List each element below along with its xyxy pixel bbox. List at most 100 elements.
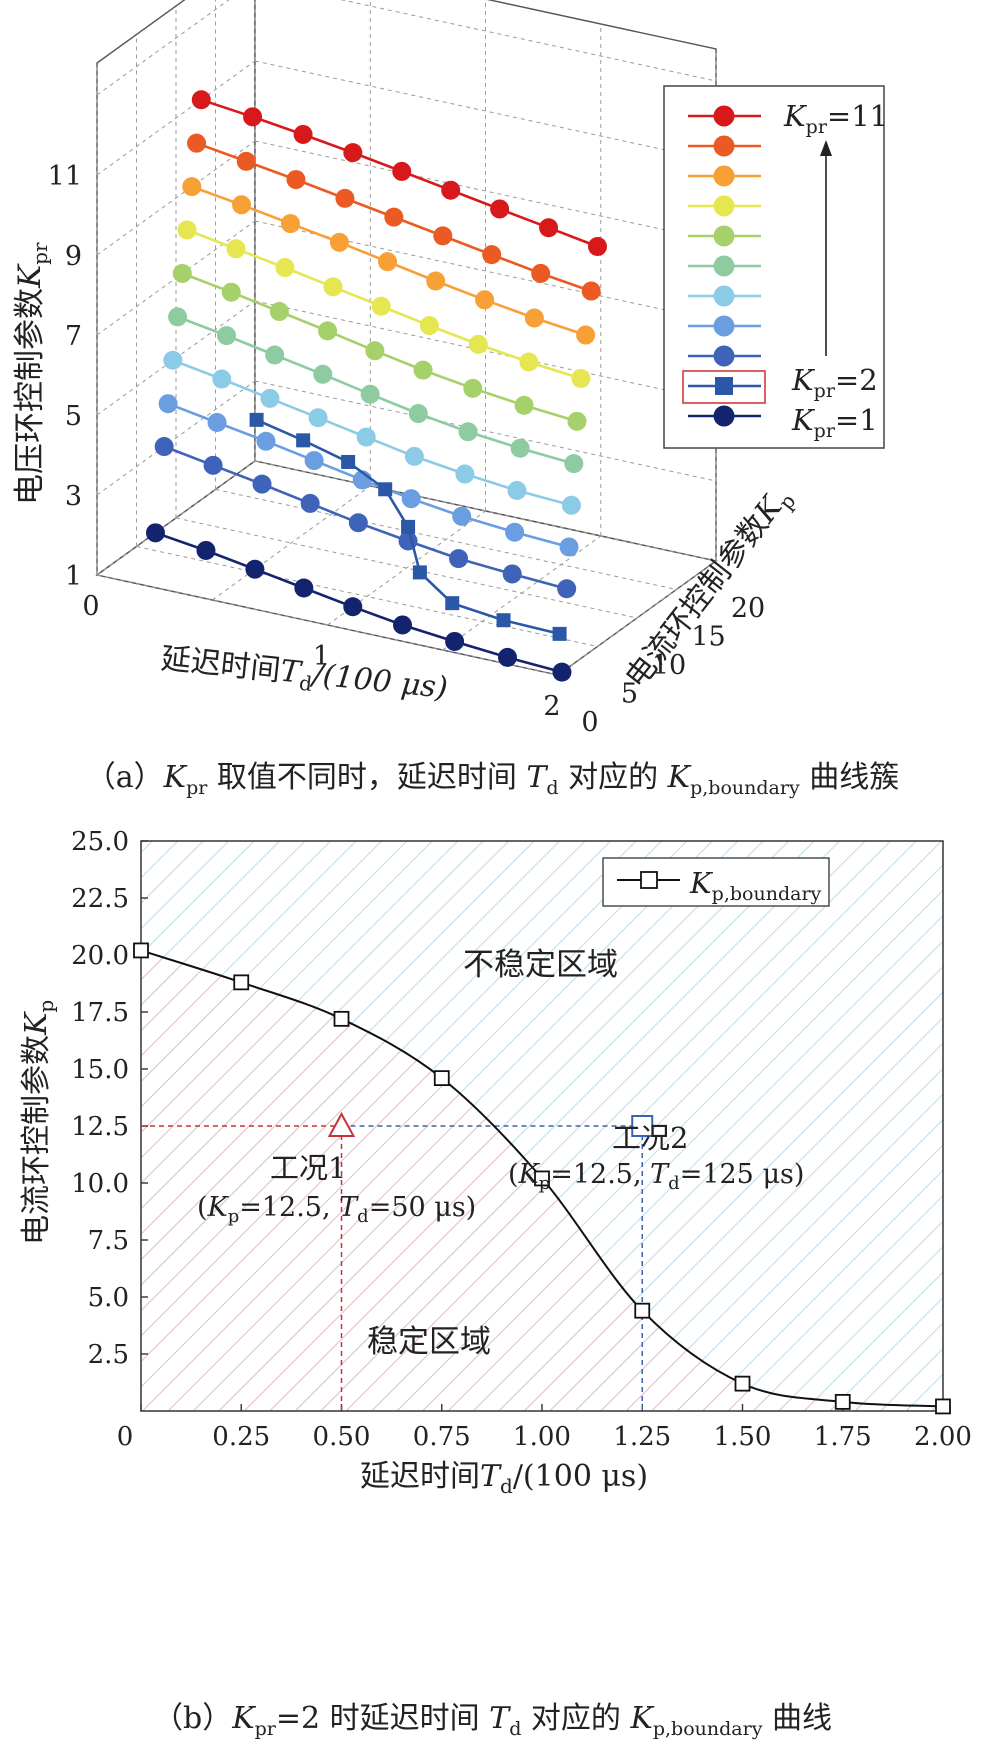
chart-a-legend-item-kpr-10 bbox=[688, 135, 761, 157]
chart-a-point-circle bbox=[482, 245, 502, 265]
chart-a-point-circle bbox=[468, 334, 488, 354]
chart-a-z-axis-label: 电压环控制参数Kpr bbox=[12, 242, 52, 505]
chart-a-point-circle bbox=[413, 360, 433, 380]
chart-a-legend-marker bbox=[713, 345, 735, 367]
chart-a-z-tick-label: 1 bbox=[65, 561, 82, 592]
chart-a-point-circle bbox=[564, 454, 584, 474]
chart-a-point-circle bbox=[559, 537, 579, 557]
chart-a-point-circle bbox=[217, 326, 237, 346]
chart-a-z-tick-label: 9 bbox=[65, 241, 82, 272]
chart-b-legend: Kp,boundary bbox=[602, 857, 830, 907]
chart-a-legend-marker bbox=[713, 105, 735, 127]
chart-a-series-kpr-6 bbox=[168, 307, 584, 474]
case-1-label: 工况1 bbox=[270, 1151, 346, 1185]
chart-a-point-circle bbox=[343, 143, 363, 163]
chart-a-legend-marker bbox=[713, 225, 735, 247]
chart-a-legend-item-kpr-4 bbox=[688, 315, 761, 337]
chart-a-y-tick-label: 20 bbox=[731, 593, 765, 624]
chart-a-z-tick-label: 11 bbox=[48, 161, 82, 192]
chart-b-y-tick-label: 2.5 bbox=[88, 1340, 129, 1370]
chart-b-y-tick-label: 25.0 bbox=[71, 827, 129, 857]
chart-a-point-circle bbox=[207, 412, 227, 432]
chart-a-legend-marker bbox=[713, 165, 735, 187]
chart-a-y-tick-label: 0 bbox=[581, 707, 598, 738]
chart-a-point-circle bbox=[378, 252, 398, 272]
chart-a-point-circle bbox=[519, 352, 539, 372]
chart-a-point-circle bbox=[588, 237, 607, 256]
chart-a-x-tick-label: 0 bbox=[82, 591, 99, 622]
chart-a-legend-marker bbox=[715, 377, 733, 395]
chart-b-legend-label: Kp,boundary bbox=[689, 866, 822, 905]
chart-a-point-square bbox=[401, 519, 416, 534]
chart-a-y-tick-label: 5 bbox=[621, 679, 638, 710]
caption-a: （a）Kpr 取值不同时，延迟时间 Td 对应的 Kp,boundary 曲线簇 bbox=[85, 760, 900, 799]
chart-b-unstable-label: 不稳定区域 bbox=[463, 947, 618, 983]
case-2-square-marker bbox=[631, 1115, 654, 1137]
chart-a-point-circle bbox=[226, 239, 246, 259]
chart-b-x-tick-label: 2.00 bbox=[914, 1422, 972, 1452]
chart-b-y-tick-label: 5.0 bbox=[88, 1283, 129, 1313]
chart-a-point-circle bbox=[329, 232, 349, 252]
chart-a-point-circle bbox=[571, 368, 591, 388]
chart-a-point-circle bbox=[236, 151, 256, 171]
chart-a-point-circle bbox=[581, 281, 601, 301]
chart-a-legend-kpr1-label: Kpr=1 bbox=[791, 403, 878, 442]
case-2-label: 工况2 bbox=[612, 1121, 688, 1155]
chart-a-point-circle bbox=[203, 455, 223, 475]
chart-a-point-circle bbox=[182, 177, 202, 197]
chart-a-point-circle bbox=[360, 384, 380, 404]
chart-a-point-circle bbox=[348, 513, 368, 533]
chart-a-point-circle bbox=[265, 345, 285, 365]
chart-a-point-circle bbox=[505, 522, 525, 542]
chart-a-legend-top-label: Kpr=11 bbox=[783, 99, 888, 138]
chart-b-point-square bbox=[634, 1302, 651, 1319]
chart-a-point-circle bbox=[286, 170, 306, 190]
chart-a-point-circle bbox=[187, 133, 207, 153]
case-1-detail: (Kp=12.5, Td=50 μs) bbox=[197, 1192, 476, 1227]
chart-a-point-circle bbox=[393, 615, 413, 635]
chart-a-point-circle bbox=[392, 161, 412, 181]
chart-a-point-circle bbox=[163, 350, 183, 370]
chart-b-cases bbox=[327, 1111, 654, 1137]
chart-a-legend-marker bbox=[713, 255, 735, 277]
chart-a-x-tick-label: 1 bbox=[313, 641, 330, 672]
chart-a-legend-item-kpr-9 bbox=[688, 165, 761, 187]
chart-b-legend-square-marker bbox=[640, 871, 658, 889]
chart-a-series-kpr-5 bbox=[163, 350, 581, 515]
chart-a-point-circle bbox=[308, 408, 328, 428]
chart-a-point-circle bbox=[458, 422, 478, 442]
chart-a-x-axis-label: 延迟时间Td/(100 μs) bbox=[159, 641, 450, 710]
chart-a-legend-marker bbox=[713, 405, 735, 427]
chart-a-point-circle bbox=[191, 90, 211, 110]
chart-a-grid-x-floor bbox=[442, 535, 602, 651]
chart-a-point-circle bbox=[154, 437, 174, 457]
chart-a-series-kpr-4 bbox=[158, 394, 579, 557]
chart-a-legend-item-kpr-5 bbox=[688, 285, 761, 307]
chart-a-grid-x-floor bbox=[557, 560, 717, 676]
chart-b-y-tick-label: 15.0 bbox=[71, 1055, 129, 1085]
chart-a-series bbox=[145, 90, 607, 682]
chart-a-legend-item-kpr-11 bbox=[688, 105, 761, 127]
chart-b-point-square bbox=[534, 1170, 550, 1187]
chart-a-x-tick-label: 2 bbox=[543, 691, 560, 722]
chart-a-series-kpr-3 bbox=[154, 437, 577, 599]
chart-a-point-circle bbox=[445, 631, 465, 651]
chart-a-point-circle bbox=[514, 395, 534, 415]
chart-a-point-circle bbox=[384, 207, 404, 227]
chart-a-point-circle bbox=[524, 308, 544, 328]
chart-a-series-kpr-1 bbox=[145, 523, 572, 682]
chart-a-point-circle bbox=[490, 199, 510, 219]
chart-b-y-tick-label: 10.0 bbox=[71, 1169, 129, 1199]
chart-a-point-circle bbox=[318, 321, 338, 341]
chart-a-point-circle bbox=[441, 180, 461, 200]
chart-b-y-tick-label: 22.5 bbox=[71, 884, 129, 914]
chart-a-point-circle bbox=[408, 404, 428, 424]
chart-b-y-tick-label: 12.5 bbox=[71, 1112, 129, 1142]
case-1-triangle-marker bbox=[327, 1111, 356, 1137]
chart-b-point-square bbox=[133, 942, 149, 959]
chart-a-point-circle bbox=[502, 564, 522, 584]
chart-a-point-circle bbox=[300, 493, 320, 513]
